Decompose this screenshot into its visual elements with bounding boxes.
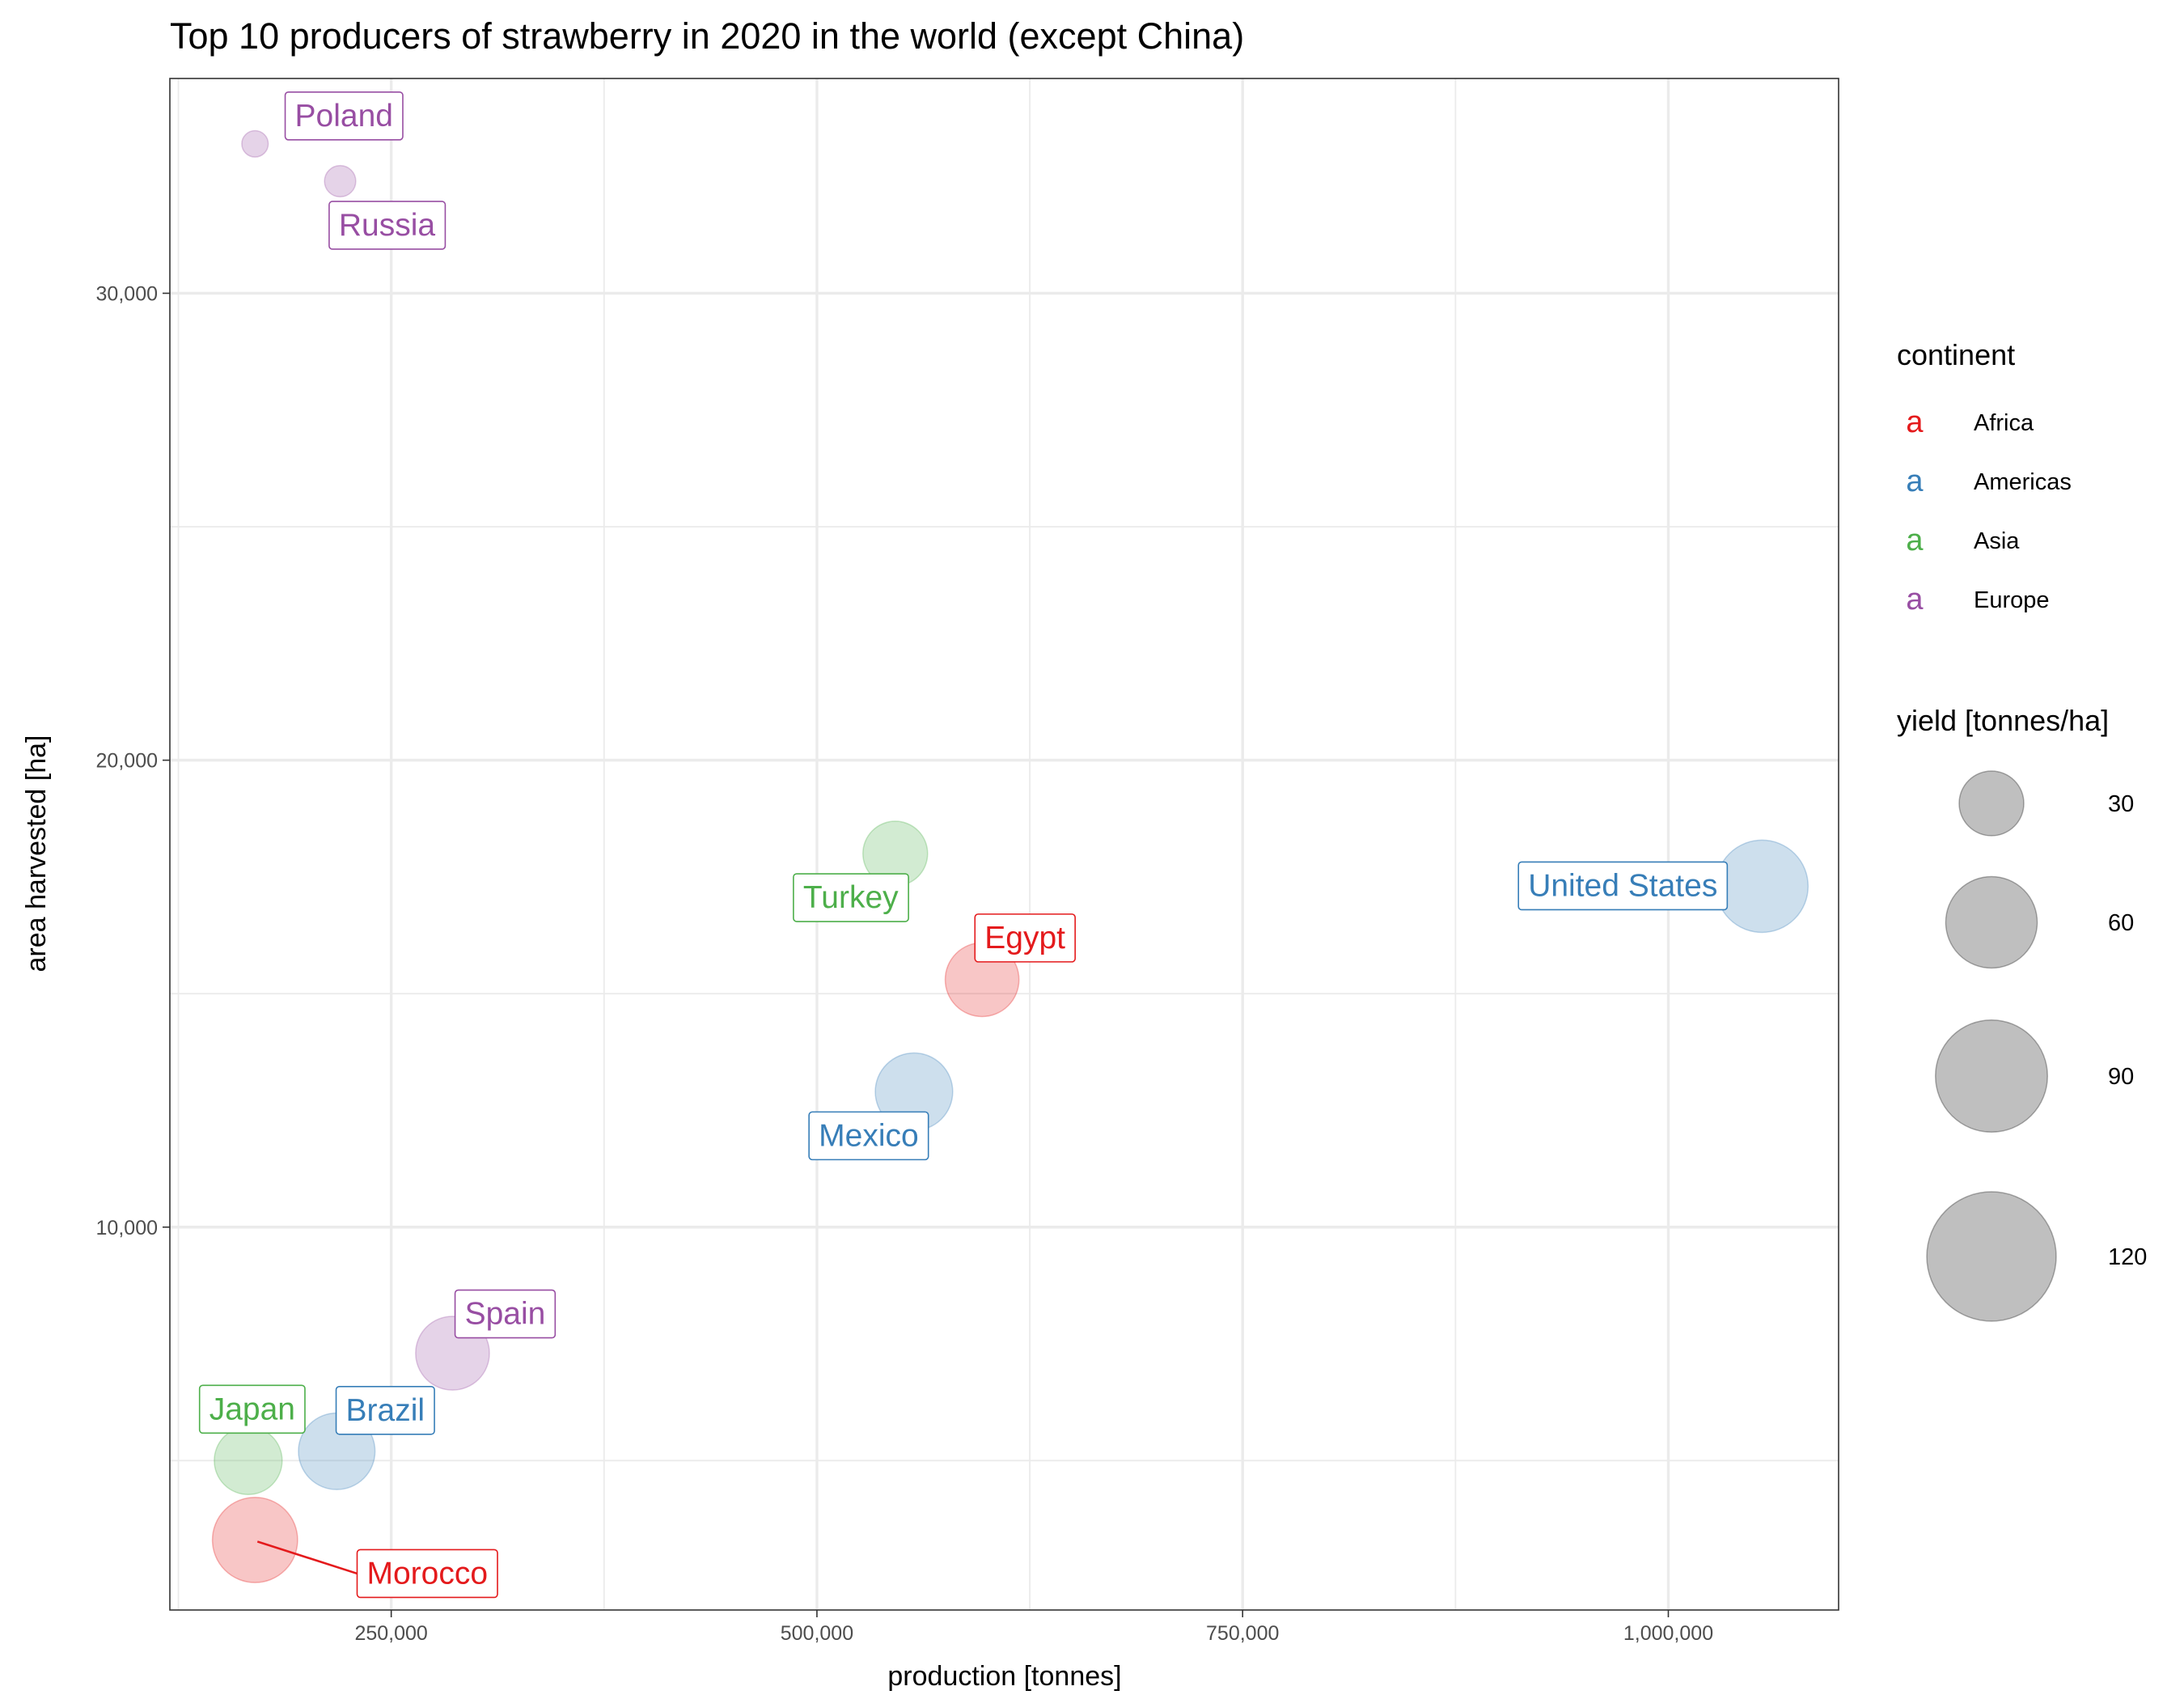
legend-label-asia: Asia (1974, 528, 2020, 554)
legend-label-africa: Africa (1974, 410, 2034, 436)
chart-title: Top 10 producers of strawberry in 2020 i… (170, 15, 1244, 57)
continent-legend: continent a Africa a Americas a Asia a Europe (1897, 338, 2072, 616)
yield-legend: yield [tonnes/ha] 30 60 90 120 (1897, 704, 2147, 1322)
label-box (335, 1385, 435, 1435)
label-japan: Japan (198, 1384, 306, 1434)
legend-key-africa: a (1906, 405, 1924, 439)
label-box (974, 913, 1076, 963)
size-legend-bubble-120 (1926, 1191, 2057, 1322)
bubble-poland (241, 129, 269, 158)
legend-label-americas: Americas (1974, 469, 2072, 495)
label-text: Japan (210, 1392, 295, 1426)
major-gridlines (170, 78, 1839, 1610)
yield-legend-title: yield [tonnes/ha] (1897, 704, 2109, 737)
size-legend-label-120: 120 (2108, 1244, 2147, 1270)
x-axis-ticks: 250,000 500,000 750,000 1,000,000 (354, 1610, 1713, 1645)
legend-key-asia: a (1906, 523, 1924, 557)
x-tick-label: 500,000 (781, 1622, 853, 1645)
x-tick-label: 750,000 (1206, 1622, 1279, 1645)
size-legend-label-90: 90 (2108, 1064, 2134, 1090)
label-text: Turkey (803, 880, 899, 915)
x-tick-label: 250,000 (354, 1622, 427, 1645)
label-brazil: Brazil (335, 1385, 435, 1435)
label-box (793, 873, 909, 922)
label-text: Poland (295, 99, 393, 133)
label-russia: Russia (328, 201, 447, 250)
label-text: United States (1528, 868, 1717, 903)
label-box (284, 91, 404, 141)
label-mexico: Mexico (808, 1111, 929, 1161)
bubble-russia (324, 164, 357, 198)
y-axis-ticks: 10,000 20,000 30,000 (96, 282, 170, 1239)
label-text: Brazil (346, 1393, 425, 1428)
size-legend-bubble-30 (1958, 770, 2025, 837)
label-text: Mexico (819, 1118, 919, 1153)
continent-legend-title: continent (1897, 338, 2015, 371)
plot-panel-border (169, 78, 1839, 1611)
label-box (328, 201, 447, 250)
x-tick-label: 1,000,000 (1623, 1622, 1713, 1645)
legend-key-europe: a (1906, 583, 1924, 616)
size-legend-bubble-90 (1934, 1019, 2049, 1133)
label-morocco: Morocco (356, 1549, 498, 1599)
label-poland: Poland (284, 91, 404, 141)
y-tick-label: 20,000 (96, 750, 158, 773)
label-text: Spain (465, 1297, 546, 1332)
size-legend-label-30: 30 (2108, 791, 2134, 817)
bubble-morocco (211, 1497, 298, 1583)
legend-key-americas: a (1906, 464, 1924, 498)
label-box (454, 1289, 557, 1339)
label-spain: Spain (454, 1289, 557, 1339)
label-text: Russia (339, 208, 436, 243)
x-axis-title: production [tonnes] (887, 1661, 1121, 1692)
label-box (1517, 861, 1729, 911)
label-text: Egypt (984, 921, 1065, 955)
minor-gridlines (170, 78, 1839, 1610)
label-box (808, 1111, 929, 1161)
y-tick-label: 10,000 (96, 1217, 158, 1239)
label-box (198, 1384, 306, 1434)
y-tick-label: 30,000 (96, 282, 158, 305)
y-axis-title: area harvested [ha] (21, 735, 52, 972)
label-egypt: Egypt (974, 913, 1076, 963)
size-legend-bubble-60 (1945, 875, 2038, 969)
label-leader-line (256, 1540, 358, 1575)
label-text: Morocco (366, 1556, 488, 1591)
label-turkey: Turkey (793, 873, 909, 922)
size-legend-label-60: 60 (2108, 910, 2134, 936)
data-points (211, 129, 1809, 1583)
bubble-japan (214, 1426, 283, 1496)
point-labels: United States Egypt Mexico Turkey Spain Russi… (198, 91, 1729, 1599)
legend-label-europe: Europe (1974, 587, 2050, 613)
label-united-states: United States (1517, 861, 1729, 911)
bubble-united-states (1715, 839, 1809, 934)
